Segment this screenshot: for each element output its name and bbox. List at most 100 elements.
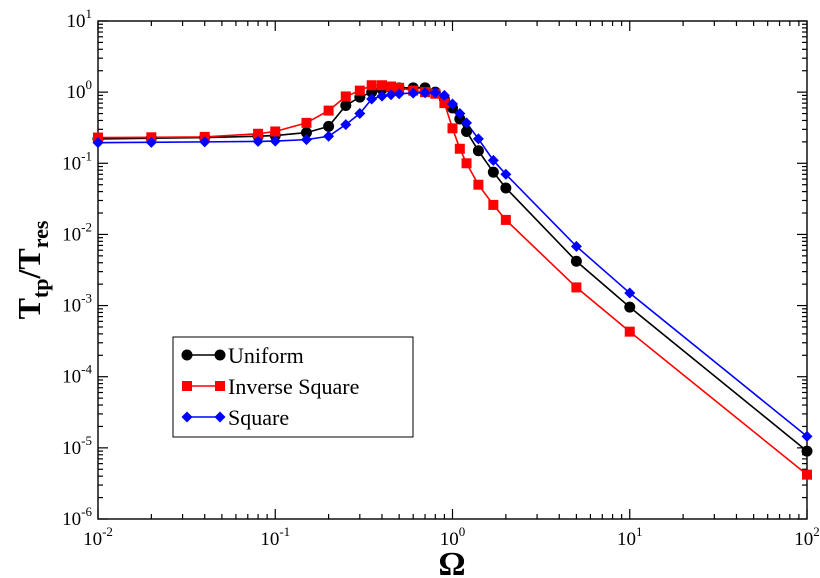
x-tick-label-exp: 2 [813,524,820,539]
x-tick-label-base: 10 [260,529,279,550]
data-point [472,145,484,157]
x-tick-label: 101 [617,524,643,550]
data-point [366,80,377,91]
data-point [253,128,264,139]
y-tick-label: 10-4 [62,362,92,388]
legend-swatch-marker [181,349,193,361]
legend-swatch-marker [182,381,192,391]
data-point [488,199,499,210]
y-tick-label: 10-5 [62,433,92,459]
data-point [487,154,499,166]
data-point [624,301,636,313]
y-tick-label-exp: -6 [81,504,92,519]
data-point [802,469,812,480]
y-tick-label-base: 10 [67,11,86,32]
data-point [340,91,351,102]
data-point [801,430,813,442]
x-tick-label: 102 [794,524,820,550]
data-point [393,88,405,100]
x-tick-label: 10-1 [260,524,290,550]
x-tick-label-exp: -2 [102,524,113,539]
data-point [385,89,397,101]
plot-frame [97,20,808,520]
data-point [447,123,458,134]
y-axis-title-slash: /T [11,248,47,279]
x-tick-label: 100 [440,524,466,550]
y-tick-label: 10-1 [62,148,92,174]
data-point [500,168,512,180]
data-point [323,130,335,142]
x-tick-label-base: 10 [617,529,636,550]
y-tick-label-base: 10 [67,82,86,103]
y-axis-title-main: T [11,298,47,319]
y-tick-label-exp: -3 [81,291,92,306]
data-point [439,98,450,109]
data-point [376,90,388,102]
data-point [624,326,635,337]
legend-label: Square [228,405,289,430]
data-point [472,133,484,145]
x-tick-label-base: 10 [440,529,459,550]
y-tick-label-exp: -5 [81,433,92,448]
data-point [376,80,387,91]
x-tick-label-exp: 0 [459,524,466,539]
data-point [461,117,473,129]
data-point [487,166,499,178]
legend-label: Uniform [228,343,304,368]
data-point [366,93,378,105]
data-point [429,87,441,99]
data-point [270,126,281,137]
y-axis-title-sub1: tp [28,279,53,299]
y-axis-title-sub2: res [28,220,53,248]
y-axis-title: Ttp/Tres [11,220,53,319]
legend-box [172,336,414,438]
data-point [386,81,397,92]
y-tick-label: 10-2 [62,219,92,245]
x-tick-label-base: 10 [83,529,102,550]
y-tick-label-base: 10 [62,509,81,530]
x-tick-label: 10-2 [83,524,113,550]
y-tick-label: 10-6 [62,504,92,530]
data-point [570,255,582,267]
data-point [438,89,450,101]
x-tick-label-base: 10 [794,529,813,550]
data-point [801,445,813,457]
y-tick-label: 101 [67,6,93,32]
legend-swatch-marker [215,381,225,391]
y-tick-label-base: 10 [62,296,81,317]
axis-ticks [97,20,808,520]
series-markers [92,80,813,480]
data-point [571,282,582,293]
data-point [300,127,312,139]
y-tick-label-exp: -1 [81,148,92,163]
data-point [354,85,365,96]
legend: Uniform Inverse Square Square [172,336,414,438]
data-point [301,117,312,128]
data-point [419,87,431,99]
data-point [570,240,582,252]
legend-swatch-marker [214,349,226,361]
legend-label: Inverse Square [228,374,359,399]
data-point [407,87,419,99]
data-point [354,108,366,120]
data-point [447,98,458,110]
y-tick-label-base: 10 [62,153,81,174]
data-point [454,143,465,154]
data-point [461,158,472,169]
y-tick-label-exp: 0 [86,77,93,92]
x-axis-title: Ω [438,546,465,578]
data-point [500,214,511,225]
x-tick-label-exp: -1 [279,524,290,539]
legend-swatch-marker [214,411,226,423]
y-tick-label-base: 10 [62,224,81,245]
data-point [340,99,352,111]
y-tick-label-base: 10 [62,367,81,388]
y-tick-label-base: 10 [62,438,81,459]
legend-swatch-marker [181,411,193,423]
data-point [394,82,405,93]
x-tick-label-exp: 1 [636,524,643,539]
data-point [300,134,312,146]
data-point [624,287,636,299]
tick-labels: 10-2 10-1 100 101 10210-610-510-410-310-210-… [62,6,820,550]
